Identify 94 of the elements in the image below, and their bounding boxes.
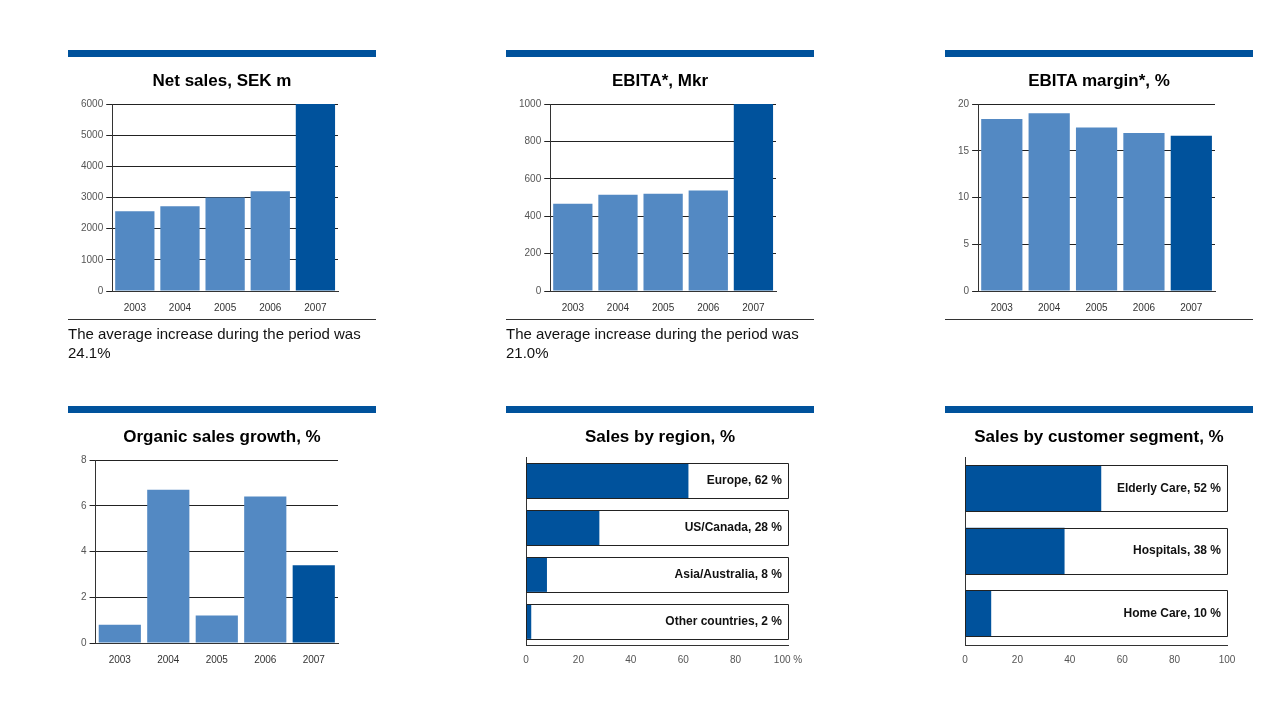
category-label: Other countries, 2 % [665, 613, 782, 628]
x-tick-label: 2006 [697, 301, 720, 313]
bar [733, 104, 774, 291]
y-tick-label: 0 [81, 636, 87, 648]
x-tick-label: 2007 [742, 301, 765, 313]
x-tick-label: 2004 [1038, 301, 1061, 313]
y-tick-label: 1000 [519, 97, 542, 109]
bar [526, 463, 689, 498]
bar [965, 590, 992, 637]
bar [526, 557, 547, 592]
bar [965, 527, 1065, 575]
bar [981, 118, 1023, 291]
x-tick-label: 20 [1011, 653, 1024, 665]
y-tick-label: 2000 [81, 222, 104, 234]
x-tick-label: 100 [1218, 653, 1236, 665]
y-tick-label: 5000 [81, 128, 104, 140]
y-tick-label: 10 [958, 191, 970, 203]
bar [643, 193, 683, 291]
category-label: Elderly Care, 52 % [1116, 480, 1221, 495]
y-tick-label: 4000 [81, 160, 104, 172]
bar [1028, 113, 1070, 291]
category-label: Home Care, 10 % [1123, 605, 1221, 620]
bar [292, 565, 335, 643]
bar [195, 615, 238, 643]
x-tick-label: 40 [1064, 653, 1076, 665]
x-tick-label: 2007 [302, 653, 326, 665]
x-tick-label: 2006 [254, 653, 277, 665]
x-tick-label: 2003 [561, 301, 585, 313]
x-tick-label: 2006 [259, 301, 282, 313]
bar [1170, 135, 1212, 291]
y-tick-label: 200 [524, 247, 542, 259]
x-tick-label: 80 [730, 653, 742, 665]
chart-title: Sales by customer segment, % [973, 427, 1225, 448]
bar [598, 194, 638, 291]
y-tick-label: 5 [963, 238, 970, 249]
y-tick-label: 400 [524, 209, 542, 221]
y-tick-label: 6 [81, 499, 87, 511]
x-tick-label: 2005 [652, 301, 675, 313]
bar [526, 510, 600, 545]
bar [205, 197, 245, 291]
y-tick-label: 8 [81, 453, 87, 465]
text: The average increase during the period was 24.1% [68, 324, 362, 362]
bar [115, 211, 155, 291]
bar [147, 489, 190, 643]
y-tick-label: 0 [963, 284, 970, 296]
bar [160, 206, 200, 291]
bar [98, 624, 141, 643]
chart-title: Organic sales growth, % [122, 427, 322, 448]
bar [250, 191, 290, 291]
y-tick-label: 15 [958, 144, 970, 156]
chart-title: Sales by region, % [583, 427, 737, 448]
category-label: US/Canada, 28 % [684, 519, 782, 534]
y-tick-label: 20 [958, 97, 970, 109]
y-tick-label: 6000 [81, 97, 104, 109]
x-tick-label: 2005 [214, 301, 237, 313]
chart-title: EBITA*, Mkr [610, 71, 709, 92]
y-tick-label: 3000 [81, 191, 104, 203]
bar [688, 190, 728, 291]
x-tick-label: 2006 [1132, 301, 1156, 313]
x-tick-label: 2004 [157, 653, 180, 665]
chart-title: EBITA margin*, % [1027, 71, 1171, 92]
x-tick-label: 2007 [304, 301, 327, 313]
y-tick-label: 1000 [81, 253, 104, 265]
category-label: Hospitals, 38 % [1132, 543, 1221, 558]
bar [295, 104, 336, 291]
x-tick-label: 2005 [205, 653, 229, 665]
x-tick-label: 20 [572, 653, 585, 665]
x-tick-label: 2004 [606, 301, 630, 313]
x-tick-label: 2004 [168, 301, 192, 313]
y-tick-label: 4 [81, 545, 87, 557]
bar [1123, 132, 1165, 291]
x-tick-label: 80 [1169, 653, 1181, 665]
y-tick-label: 800 [524, 135, 542, 147]
category-label: Europe, 62 % [706, 472, 782, 487]
x-tick-label: 40 [625, 653, 637, 665]
bar [553, 203, 593, 291]
x-tick-label: 60 [1116, 653, 1129, 665]
x-tick-label: 2003 [990, 301, 1014, 313]
y-tick-label: 0 [97, 284, 104, 296]
x-tick-label: 2005 [1085, 301, 1109, 313]
x-tick-label: 2003 [123, 301, 147, 313]
text: The average increase during the period was 21.0% [506, 324, 800, 362]
bar [244, 496, 287, 643]
y-tick-label: 2 [81, 591, 87, 602]
x-tick-label: 60 [677, 653, 690, 665]
chart-title: Net sales, SEK m [151, 71, 293, 92]
category-label: Asia/Australia, 8 % [674, 566, 782, 581]
y-tick-label: 0 [535, 284, 542, 296]
x-tick-label: 100 % [773, 653, 803, 665]
bar [965, 465, 1102, 512]
x-tick-label: 2003 [108, 653, 132, 665]
bar [1075, 127, 1118, 291]
x-tick-label: 2007 [1180, 301, 1203, 313]
y-tick-label: 600 [524, 172, 542, 184]
